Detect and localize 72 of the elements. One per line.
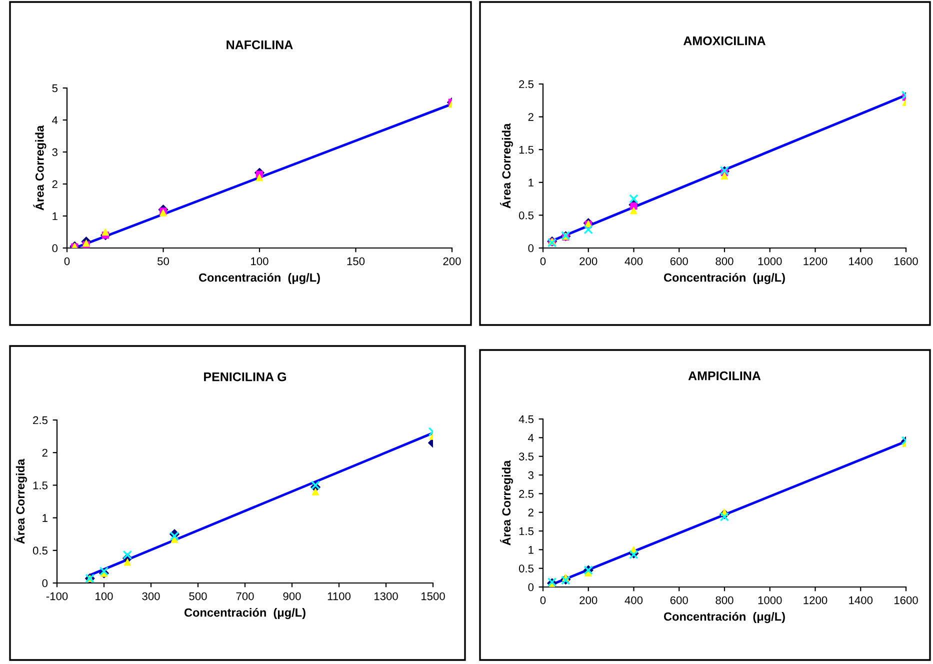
x-tick-label: 300 [142,592,160,600]
chart-title: AMPICILINA [688,371,761,380]
x-tick-label: 50 [158,257,169,266]
x-tick-label: 800 [716,596,734,604]
x-axis-title: Concentración (μg/L) [664,612,785,624]
x-tick-label: 700 [236,592,254,600]
y-axis-title: Área Corregida [14,458,27,544]
x-tick-label: 200 [580,257,598,266]
x-tick-label: 1300 [374,592,398,600]
y-tick-label: 0 [528,244,534,252]
x-tick-label: 400 [624,596,643,604]
x-tick-label: 150 [347,257,365,266]
y-tick-label: 3 [52,148,58,156]
y-tick-label: 1 [42,514,48,522]
y-tick-label: 4 [528,434,534,442]
y-tick-label: 2.5 [519,80,534,88]
x-tick-label: 100 [251,257,268,266]
y-tick-label: 4 [52,116,58,124]
y-tick-label: 0 [528,583,534,592]
y-tick-label: 2 [42,448,48,457]
y-tick-label: 2 [528,113,534,121]
x-tick-label: 1400 [849,257,873,266]
x-tick-label: 100 [96,592,113,600]
x-tick-label: 1100 [328,592,351,600]
x-tick-label: 200 [580,596,598,604]
chart-title: NAFCILINA [226,40,293,50]
y-tick-label: 4.5 [518,415,534,424]
y-tick-label: 3 [528,471,534,480]
y-axis-title: Área Corregida [500,460,513,546]
y-tick-label: 2.5 [33,416,48,424]
x-axis-title: Concentración (μg/L) [198,272,320,284]
y-tick-label: 2 [528,508,534,516]
x-tick-label: 600 [670,257,688,266]
x-tick-label: 400 [624,257,643,266]
x-tick-label: 1000 [758,257,782,266]
x-tick-label: 1400 [849,596,873,604]
x-tick-label: 500 [189,592,207,600]
y-tick-label: 0.5 [518,564,534,572]
x-tick-label: 600 [670,596,688,604]
y-tick-label: 5 [52,84,58,92]
x-tick-label: 0 [540,257,546,266]
x-tick-label: 200 [443,257,461,266]
x-axis-title: Concentración (μg/L) [184,608,306,620]
x-tick-label: 900 [283,592,301,600]
y-tick-label: 0.5 [518,211,534,220]
y-tick-label: 1.5 [519,146,534,154]
x-tick-label: 800 [716,257,734,266]
x-tick-label: 1200 [804,257,828,266]
y-axis-title: Área Corregida [500,123,513,208]
y-tick-label: 3.5 [518,452,534,460]
x-tick-label: 1000 [758,596,782,604]
x-tick-label: -100 [46,592,68,600]
y-tick-label: 1.5 [519,527,534,536]
chart-title: PENICILINA G [204,372,286,382]
y-tick-label: 0.5 [32,546,48,555]
y-tick-label: 2.5 [519,490,534,498]
chart-title: AMOXICILINA [683,36,766,46]
y-tick-label: 0 [52,244,58,252]
x-tick-label: 1200 [804,596,828,604]
y-tick-label: 1 [528,178,534,186]
y-tick-label: 1 [528,546,534,554]
y-tick-label: 1 [52,212,58,220]
y-tick-label: 2 [52,180,58,188]
y-tick-label: 0 [42,579,48,588]
x-tick-label: 1500 [421,592,445,600]
x-tick-label: 1600 [894,257,918,266]
y-tick-label: 1.5 [33,482,48,490]
y-axis-title: Área Corregida [33,125,46,210]
x-tick-label: 1600 [894,596,918,604]
x-axis-title: Concentración (μg/L) [664,272,785,284]
x-tick-label: 0 [540,596,546,604]
x-tick-label: 0 [64,257,70,266]
